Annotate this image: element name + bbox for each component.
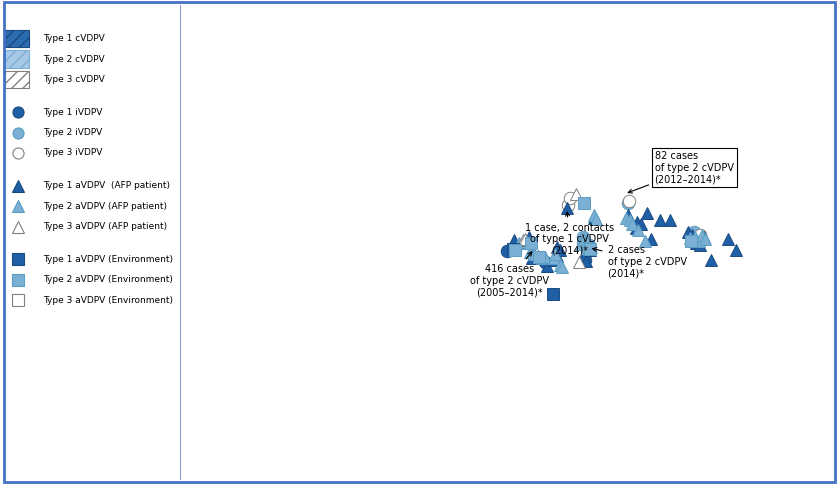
Text: Type 3 iVDPV: Type 3 iVDPV <box>44 149 102 157</box>
Text: 2 cases
of type 2 cVDPV
(2014)*: 2 cases of type 2 cVDPV (2014)* <box>592 245 686 278</box>
Text: Type 3 cVDPV: Type 3 cVDPV <box>44 75 105 84</box>
Bar <box>5 71 29 88</box>
Text: Type 3 aVDPV (AFP patient): Type 3 aVDPV (AFP patient) <box>44 222 168 231</box>
Text: Type 1 aVDPV  (AFP patient): Type 1 aVDPV (AFP patient) <box>44 182 170 190</box>
Text: Type 2 iVDPV: Type 2 iVDPV <box>44 128 102 137</box>
Text: Type 3 aVDPV (Environment): Type 3 aVDPV (Environment) <box>44 296 174 304</box>
Text: Type 2 cVDPV: Type 2 cVDPV <box>44 55 105 63</box>
Text: Type 2 aVDPV (AFP patient): Type 2 aVDPV (AFP patient) <box>44 202 167 211</box>
Text: 82 cases
of type 2 cVDPV
(2012–2014)*: 82 cases of type 2 cVDPV (2012–2014)* <box>628 151 733 193</box>
Text: Type 1 iVDPV: Type 1 iVDPV <box>44 108 102 117</box>
Text: 1 case, 2 contacts
of type 1 cVDPV
(2014)*: 1 case, 2 contacts of type 1 cVDPV (2014… <box>525 212 614 256</box>
Bar <box>5 50 29 68</box>
Text: Type 2 aVDPV (Environment): Type 2 aVDPV (Environment) <box>44 275 173 284</box>
Bar <box>5 30 29 47</box>
Text: Type 1 aVDPV (Environment): Type 1 aVDPV (Environment) <box>44 255 174 264</box>
Text: Type 1 cVDPV: Type 1 cVDPV <box>44 34 105 43</box>
Text: 416 cases
of type 2 cVDPV
(2005–2014)*: 416 cases of type 2 cVDPV (2005–2014)* <box>470 252 550 297</box>
